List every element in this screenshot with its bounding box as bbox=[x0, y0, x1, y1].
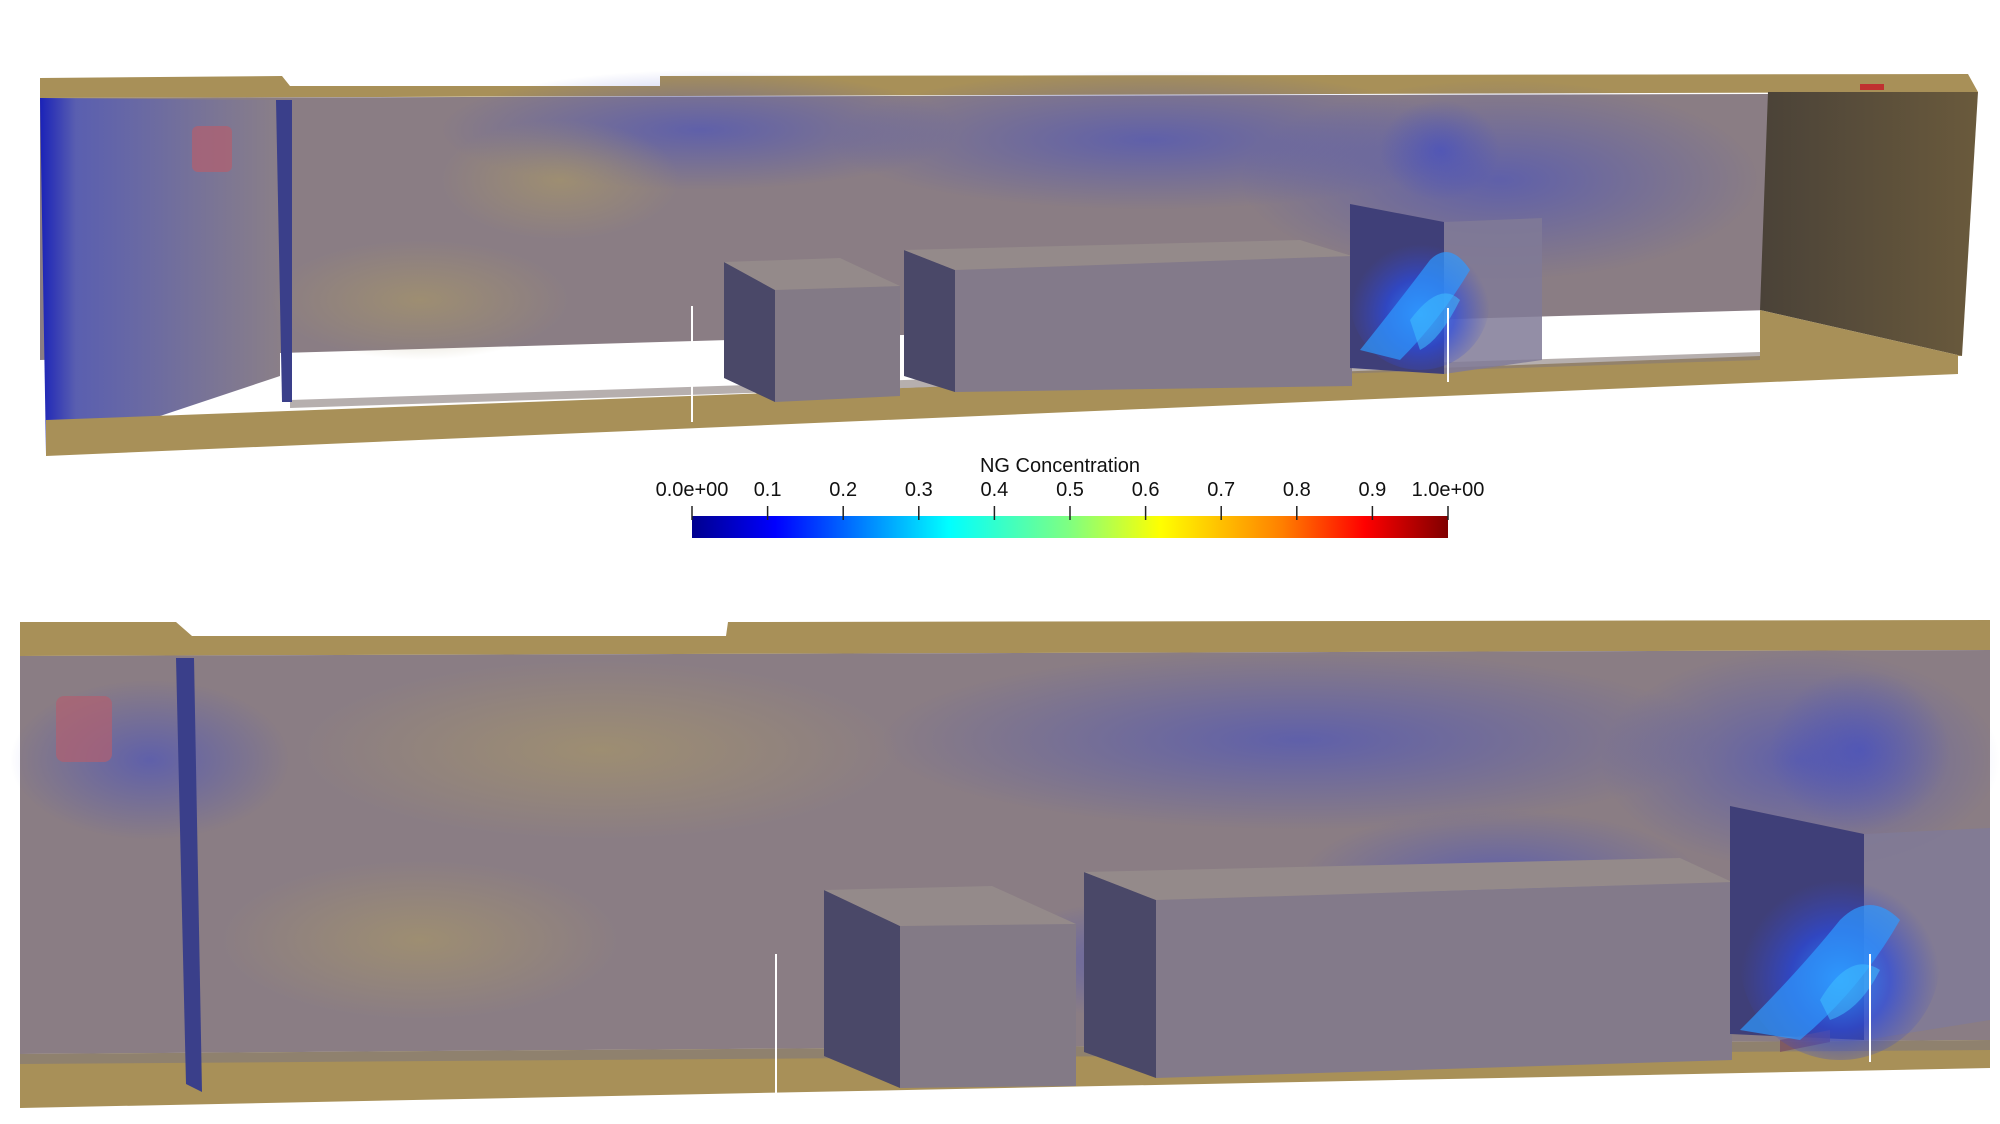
colorbar-gradient bbox=[692, 516, 1448, 538]
top-box1-top bbox=[724, 258, 900, 290]
colorbar-title: NG Concentration bbox=[979, 455, 1141, 477]
top-box1-side bbox=[775, 286, 900, 402]
bottom-3d-viewport[interactable] bbox=[0, 600, 2000, 1124]
top-box2-side bbox=[955, 256, 1352, 392]
colorbar-tick-label: 0.0e+00 bbox=[655, 479, 729, 501]
top-floor-right bbox=[1760, 310, 1962, 358]
top-floor bbox=[46, 356, 1958, 456]
top-3d-viewport[interactable] bbox=[0, 0, 2000, 460]
colorbar-tick-label: 1.0e+00 bbox=[1411, 479, 1485, 501]
colorbar-tick-label: 0.5 bbox=[1056, 479, 1084, 501]
top-leak-marker bbox=[192, 126, 232, 172]
top-domain-render bbox=[40, 70, 1978, 456]
bottom-box2-side bbox=[1156, 882, 1732, 1078]
colorbar-tick-label: 0.8 bbox=[1282, 479, 1311, 501]
bottom-box1-front bbox=[824, 890, 900, 1088]
top-box2-front bbox=[904, 250, 955, 392]
colorbar-tick-label: 0.3 bbox=[904, 479, 933, 501]
colorbar-tick-label: 0.2 bbox=[829, 479, 858, 501]
top-end-wall bbox=[1760, 92, 1978, 356]
top-divider-post bbox=[276, 100, 292, 402]
colorbar-legend: NG Concentration 0.0e+00 0.1 0.2 0.3 0.4 0.5 0… bbox=[640, 455, 1485, 555]
colorbar-tick-label: 0.1 bbox=[753, 479, 782, 501]
bottom-box1-side bbox=[900, 924, 1076, 1088]
bottom-box1-top bbox=[824, 886, 1076, 926]
colorbar-tick-label: 0.6 bbox=[1131, 479, 1160, 501]
top-box1-front bbox=[724, 262, 775, 402]
bottom-box2-front bbox=[1084, 872, 1156, 1078]
colorbar bbox=[691, 506, 1449, 538]
bottom-box2-top bbox=[1084, 858, 1732, 900]
bottom-divider-post bbox=[176, 658, 202, 1092]
top-box2-top bbox=[904, 240, 1352, 270]
bottom-leak-marker bbox=[56, 696, 112, 762]
colorbar-tick-label: 0.4 bbox=[980, 479, 1009, 501]
colorbar-tick-label: 0.9 bbox=[1358, 479, 1387, 501]
bottom-roof-rim bbox=[20, 620, 1990, 656]
colorbar-tick-label: 0.7 bbox=[1207, 479, 1236, 501]
colorbar-ticks bbox=[691, 506, 1449, 520]
top-left-wall bbox=[40, 98, 280, 454]
bottom-domain-render bbox=[10, 620, 2000, 1112]
